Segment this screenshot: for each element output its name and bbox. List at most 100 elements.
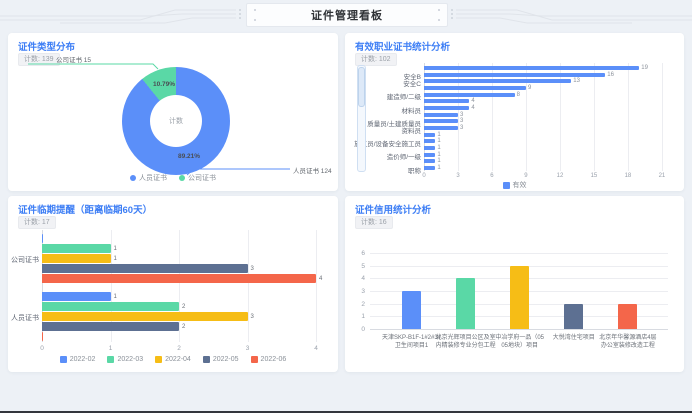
bar-value-label: 1 — [437, 131, 441, 138]
legend-label: 人员证书 — [139, 175, 167, 182]
panel-title: 证件类型分布 — [18, 42, 76, 53]
gridline — [247, 230, 249, 342]
bar-value-label: 1 — [113, 294, 117, 300]
bar-2022-04[interactable] — [42, 254, 111, 263]
bar-valid-certificate[interactable] — [424, 132, 436, 137]
x-axis-tick-label: 2 — [177, 345, 181, 352]
y-axis-category-label: 材料员 — [401, 107, 422, 115]
x-axis-tick-label: 3 — [245, 345, 250, 352]
count-badge: 计数: 17 — [18, 216, 56, 229]
legend-item[interactable]: 2022-04 — [155, 356, 191, 363]
y-axis-tick-label: 3 — [361, 287, 365, 295]
bar-2022-05[interactable] — [42, 322, 179, 331]
legend-item[interactable]: 2022-03 — [107, 356, 143, 363]
bar-value-label: 4 — [471, 105, 475, 112]
y-axis-category-label: 人员证书 — [11, 314, 39, 322]
y-axis-category-label: 建造师/二级 — [386, 94, 421, 102]
bar-valid-certificate[interactable] — [424, 72, 606, 77]
bar-valid-certificate[interactable] — [424, 159, 436, 164]
gridline — [627, 63, 629, 171]
datazoom-slider[interactable] — [357, 65, 366, 172]
gridline — [491, 63, 493, 171]
bar-valid-certificate[interactable] — [424, 119, 458, 124]
bar-2022-03[interactable] — [42, 244, 111, 253]
x-axis-tick-label: 0 — [40, 345, 44, 352]
bar-valid-certificate[interactable] — [424, 92, 515, 97]
bar-valid-certificate[interactable] — [424, 86, 526, 90]
bar-valid-certificate[interactable] — [424, 106, 470, 111]
bar-valid-certificate[interactable] — [424, 79, 572, 84]
x-axis-tick-label: 18 — [624, 173, 632, 179]
y-axis-category-label: 质量员/土建质量员 — [367, 120, 421, 128]
bar-value-label: 1 — [437, 165, 441, 172]
legend-swatch — [202, 356, 210, 363]
gridline — [525, 63, 527, 171]
bar-2022-02[interactable] — [42, 292, 111, 301]
legend-swatch — [130, 175, 136, 181]
gridline — [42, 230, 43, 342]
bar-value-label: 3 — [459, 125, 464, 132]
bar-2022-04[interactable] — [42, 312, 248, 321]
x-axis-tick-label: 0 — [422, 173, 426, 179]
gridline — [316, 230, 317, 342]
bar-2022-05[interactable] — [42, 264, 248, 273]
legend-label: 2022-06 — [260, 356, 287, 363]
y-axis-tick-label: 4 — [361, 275, 365, 283]
chart-legend: 有效 — [345, 180, 684, 190]
bar-project-credit[interactable] — [510, 265, 530, 329]
bar-valid-certificate[interactable] — [424, 166, 436, 171]
x-axis-tick-label: 4 — [314, 345, 318, 352]
bar-project-credit[interactable] — [618, 303, 638, 329]
gridline — [370, 329, 668, 330]
bar-value-label: 3 — [250, 266, 254, 272]
bar-2022-03[interactable] — [42, 302, 179, 311]
y-axis-tick-label: 0 — [361, 326, 365, 333]
gridline — [559, 63, 561, 171]
count-badge: 计数: 16 — [355, 216, 393, 229]
legend-item[interactable]: 有效 — [502, 180, 527, 190]
x-axis-tick-label: 21 — [658, 173, 666, 179]
legend-item[interactable]: 2022-06 — [250, 356, 287, 363]
bar-valid-certificate[interactable] — [424, 99, 470, 104]
x-axis-category-label: 北京光辉项目公区及室 内精装修专业分包工程 — [435, 335, 496, 349]
bar-value-label: 1 — [437, 145, 441, 152]
bar-project-credit[interactable] — [564, 303, 584, 329]
legend-item[interactable]: 公司证书 — [179, 173, 216, 183]
bar-valid-certificate[interactable] — [424, 112, 458, 117]
bar-value-label: 16 — [607, 71, 614, 78]
panel-expiry-reminder: 证件临期提醒（距离临期60天） 计数: 17 0 1 2 3 4 公司证书 1 1 3 4 人员证书… — [8, 196, 338, 372]
bar-valid-certificate[interactable] — [424, 126, 458, 131]
bar-value-label: 13 — [573, 78, 580, 85]
legend-swatch — [155, 356, 163, 363]
legend-item[interactable]: 2022-02 — [59, 356, 96, 363]
bar-valid-certificate[interactable] — [424, 66, 640, 70]
slice-percent-label: 10.79% — [152, 81, 176, 88]
bar-2022-06[interactable] — [42, 332, 43, 341]
bar-value-label: 3 — [250, 314, 254, 320]
circuit-decoration — [0, 9, 692, 24]
datazoom-thumb[interactable] — [358, 67, 365, 107]
bar-value-label: 19 — [641, 65, 648, 71]
slice-percent-label: 89.21% — [177, 153, 201, 160]
x-axis-tick-label: 9 — [524, 173, 528, 179]
bar-2022-06[interactable] — [42, 274, 316, 283]
bar-valid-certificate[interactable] — [424, 146, 436, 151]
bar-project-credit[interactable] — [402, 290, 421, 329]
bar-value-label: 2 — [182, 324, 186, 330]
gridline — [424, 63, 425, 171]
bar-2022-02[interactable] — [42, 234, 43, 243]
legend-item[interactable]: 人员证书 — [130, 173, 167, 183]
bar-project-credit[interactable] — [456, 278, 476, 329]
gridline — [457, 63, 459, 171]
bar-valid-certificate[interactable] — [424, 152, 436, 157]
y-axis-category-label: 造价师/一级 — [386, 154, 421, 162]
bar-value-label: 1 — [437, 138, 441, 145]
legend-item[interactable]: 2022-05 — [202, 356, 239, 363]
legend-label: 2022-02 — [69, 356, 96, 363]
y-axis-category-label: 安全B — [403, 74, 421, 82]
header: 证件管理看板 — [0, 0, 692, 28]
bar-value-label: 4 — [319, 276, 323, 282]
bar-valid-certificate[interactable] — [424, 139, 436, 144]
x-axis-category-label: 天津SKP-B1F-1#2#3# 卫生间项目1 — [381, 335, 442, 349]
